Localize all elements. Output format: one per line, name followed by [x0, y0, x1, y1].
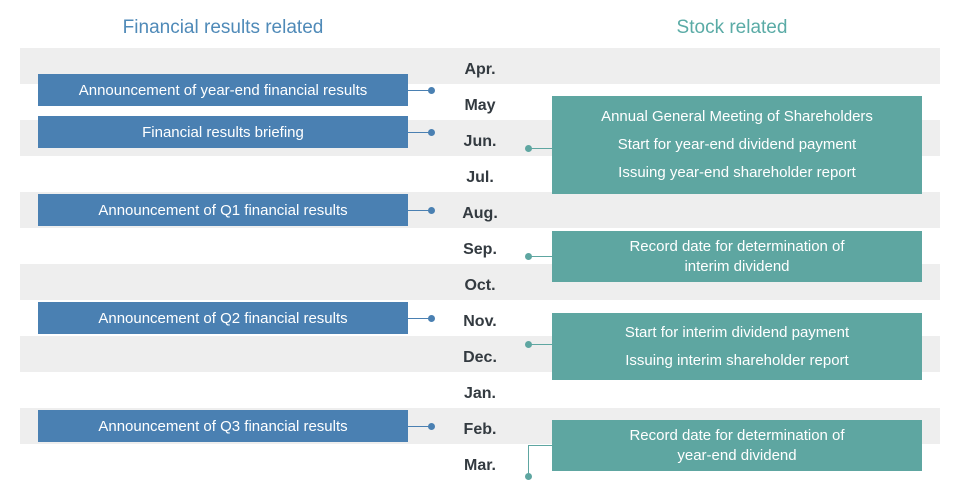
stock-event-line: Issuing year-end shareholder report	[618, 164, 856, 181]
month-label: Apr.	[464, 61, 496, 78]
financial-event-box: Announcement of year-end financial resul…	[38, 74, 408, 106]
stock-event-line: Start for year-end dividend payment	[617, 136, 857, 153]
stock-event-line: Annual General Meeting of Shareholders	[601, 108, 873, 125]
stock-event-box: Annual General Meeting of Shareholders S…	[552, 96, 922, 194]
connector-line	[528, 344, 552, 345]
connector-dot	[428, 87, 435, 94]
stock-event-line: Start for interim dividend payment	[624, 323, 850, 341]
financial-event-box: Financial results briefing	[38, 116, 408, 148]
month-label: Mar.	[463, 457, 496, 474]
month-label: Oct.	[464, 277, 496, 294]
stock-event-line: interim dividend	[684, 257, 790, 275]
stock-header: Stock related	[676, 17, 788, 38]
connector-dot	[525, 253, 532, 260]
stock-event-line: Record date for determination of	[629, 426, 845, 444]
connector-line	[528, 445, 552, 446]
financial-event-box: Announcement of Q2 financial results	[38, 302, 408, 334]
connector-dot	[525, 473, 532, 480]
month-label: Feb.	[463, 421, 497, 438]
connector-line	[408, 318, 432, 319]
connector-line	[408, 426, 432, 427]
month-label: Dec.	[463, 349, 497, 366]
connector-line	[528, 256, 552, 257]
connector-dot	[428, 423, 435, 430]
stock-event-line: Issuing interim shareholder report	[625, 351, 849, 369]
stock-event-box: Record date for determination of interim…	[552, 231, 922, 282]
stock-event-line: Record date for determination of	[629, 237, 845, 255]
month-label: May	[464, 97, 496, 114]
connector-line	[408, 90, 432, 91]
connector-dot	[428, 207, 435, 214]
stock-event-box: Start for interim dividend payment Issui…	[552, 313, 922, 380]
financial-header: Financial results related	[122, 17, 324, 38]
stock-event-line: year-end dividend	[677, 446, 797, 464]
financial-event-box: Announcement of Q1 financial results	[38, 194, 408, 226]
month-label: Nov.	[463, 313, 497, 330]
month-label: Jun.	[463, 133, 497, 150]
financial-event-box: Announcement of Q3 financial results	[38, 410, 408, 442]
month-label: Sep.	[463, 241, 497, 258]
connector-dot	[525, 145, 532, 152]
month-label: Aug.	[462, 205, 498, 222]
connector-dot	[428, 315, 435, 322]
connector-dot	[428, 129, 435, 136]
month-label: Jul.	[466, 169, 494, 186]
stock-event-box: Record date for determination of year-en…	[552, 420, 922, 471]
connector-line	[528, 445, 529, 475]
connector-line	[408, 210, 432, 211]
connector-line	[528, 148, 552, 149]
month-label: Jan.	[463, 385, 496, 402]
connector-dot	[525, 341, 532, 348]
connector-line	[408, 132, 432, 133]
